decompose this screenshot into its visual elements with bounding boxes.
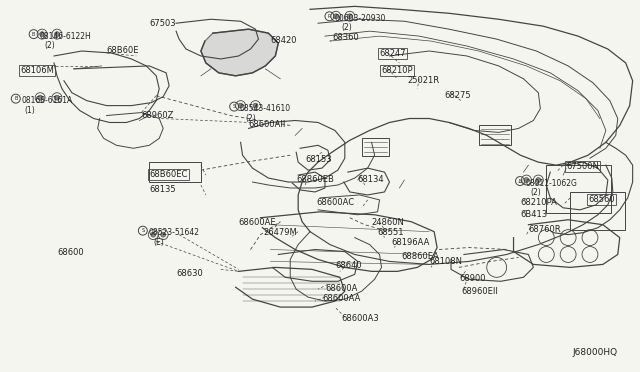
Text: 68600A: 68600A [325,284,357,293]
Text: S: S [232,104,236,109]
Circle shape [151,232,156,237]
Text: 00603-20930: 00603-20930 [335,14,387,23]
Text: 24860N: 24860N [372,218,404,227]
Bar [570,192,625,230]
Circle shape [54,95,60,100]
Text: 68630: 68630 [176,269,203,278]
Text: 67500N: 67500N [566,162,599,171]
Text: 68108N: 68108N [429,257,462,266]
Text: 68640: 68640 [335,262,362,270]
Polygon shape [201,29,278,76]
Text: 68860EB: 68860EB [296,175,334,184]
Text: (2): (2) [246,113,256,122]
Text: 67503: 67503 [149,19,176,28]
Text: 68153: 68153 [305,155,332,164]
Circle shape [40,32,45,36]
Text: J68000HQ: J68000HQ [573,348,618,357]
Bar [479,125,511,145]
Text: 68360: 68360 [332,33,358,42]
Text: 08168-6161A: 08168-6161A [21,96,72,105]
Text: 68B60EC: 68B60EC [149,170,188,179]
Text: (E): (E) [153,238,164,247]
Circle shape [238,103,243,108]
Text: 08543-41610: 08543-41610 [239,104,291,113]
Text: 68600AC: 68600AC [316,198,354,207]
Text: 68420: 68420 [270,36,297,45]
Text: 68760R: 68760R [529,225,561,234]
Circle shape [38,95,43,100]
Text: 68551: 68551 [378,228,404,237]
Text: (2): (2) [44,41,55,50]
Bar [547,165,611,213]
Circle shape [524,177,529,183]
Text: S: S [141,228,145,233]
Text: 68960Z: 68960Z [141,110,173,119]
Text: 6B413: 6B413 [520,210,548,219]
Text: 68B60E: 68B60E [107,46,139,55]
Text: 68900: 68900 [459,274,486,283]
Circle shape [54,32,60,36]
Text: 68600AII: 68600AII [248,121,286,129]
Text: 68600A3: 68600A3 [342,314,380,323]
Text: 68247: 68247 [380,49,406,58]
Circle shape [333,14,339,19]
Text: (2): (2) [531,188,541,197]
Text: 68560: 68560 [588,195,614,204]
Text: 08911-1062G: 08911-1062G [525,179,577,187]
Text: 68860EA: 68860EA [401,251,439,260]
Text: B: B [14,96,17,101]
Text: 68600: 68600 [57,247,84,257]
Text: 68960EII: 68960EII [461,287,498,296]
Bar [149,162,201,182]
Text: B: B [32,32,35,37]
Text: R: R [328,14,331,19]
Circle shape [348,14,352,19]
Text: 68275: 68275 [444,91,470,100]
Circle shape [536,177,541,183]
Text: 68210P: 68210P [381,66,413,75]
Text: 25021R: 25021R [407,76,440,85]
Text: (2): (2) [342,23,353,32]
Text: 68196AA: 68196AA [392,238,430,247]
Text: 08523-51642: 08523-51642 [148,228,199,237]
Bar [362,138,390,156]
Text: 68210PA: 68210PA [520,198,557,207]
Text: 68600AA: 68600AA [322,294,360,303]
Text: 68106M: 68106M [20,66,54,75]
Text: 26479M: 26479M [264,228,297,237]
Text: N: N [518,179,522,183]
Circle shape [161,232,166,237]
Text: (1): (1) [24,106,35,115]
Text: 68135: 68135 [149,185,176,194]
Text: 08146-6122H: 08146-6122H [39,32,91,41]
Circle shape [253,103,258,108]
Text: 68600AE: 68600AE [239,218,276,227]
Text: 68134: 68134 [358,175,385,184]
